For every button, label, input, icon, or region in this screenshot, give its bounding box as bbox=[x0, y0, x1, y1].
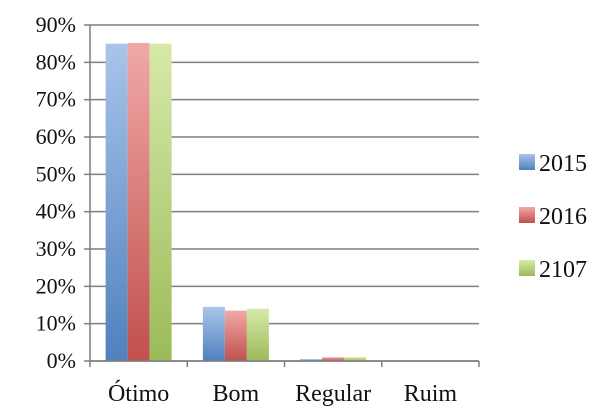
legend-label: 2107 bbox=[539, 257, 587, 283]
y-axis-ticks: 0% 10% 20% 30% 40% 50% 60% 70% 80% 90% bbox=[36, 12, 90, 373]
legend: 2015 2016 2107 bbox=[519, 151, 587, 283]
x-category-label: Ruim bbox=[404, 381, 458, 407]
legend-swatch-2015 bbox=[519, 154, 535, 170]
axes bbox=[89, 25, 480, 367]
y-tick-label: 60% bbox=[36, 124, 76, 149]
bar-2015-2 bbox=[300, 359, 323, 361]
y-tick-label: 80% bbox=[36, 49, 76, 74]
x-axis-categories: Ótimo Bom Regular Ruim bbox=[108, 380, 457, 407]
bars bbox=[105, 42, 367, 362]
bar-2107-1 bbox=[246, 308, 269, 361]
y-tick-label: 70% bbox=[36, 87, 76, 112]
x-category-label: Ótimo bbox=[108, 380, 169, 407]
y-tick-label: 50% bbox=[36, 161, 76, 186]
x-category-label: Regular bbox=[295, 381, 371, 407]
y-tick-label: 10% bbox=[36, 311, 76, 336]
bar-2016-2 bbox=[322, 357, 345, 361]
x-category-label: Bom bbox=[213, 381, 260, 407]
y-tick-label: 30% bbox=[36, 236, 76, 261]
legend-swatch-2016 bbox=[519, 207, 535, 223]
bar-2107-2 bbox=[344, 357, 367, 361]
y-tick-label: 40% bbox=[36, 199, 76, 224]
bar-2015-0 bbox=[105, 43, 128, 362]
y-tick-label: 20% bbox=[36, 273, 76, 298]
bar-2107-0 bbox=[149, 43, 172, 362]
legend-label: 2016 bbox=[539, 204, 587, 230]
bar-2016-1 bbox=[224, 310, 247, 361]
legend-swatch-2107 bbox=[519, 260, 535, 276]
legend-label: 2015 bbox=[539, 151, 587, 177]
bar-2015-1 bbox=[202, 306, 225, 361]
y-tick-label: 0% bbox=[47, 348, 76, 373]
y-tick-label: 90% bbox=[36, 12, 76, 37]
bar-2016-0 bbox=[127, 42, 150, 362]
